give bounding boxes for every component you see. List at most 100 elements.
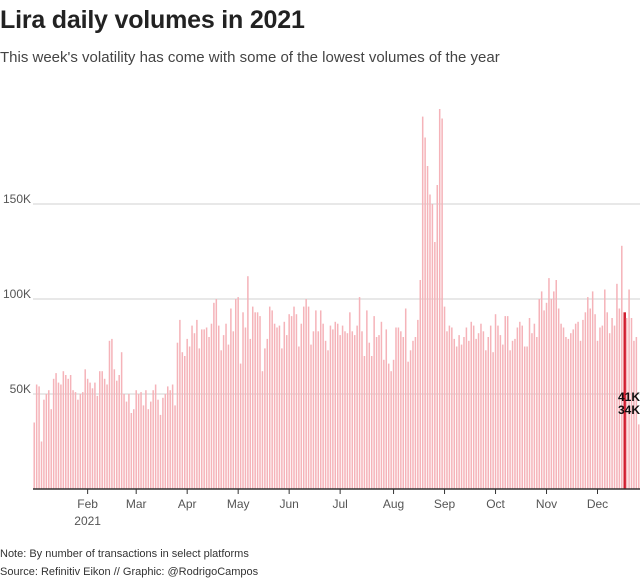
bar (487, 337, 490, 489)
bar (591, 291, 594, 489)
bar (514, 338, 516, 489)
bar (400, 331, 402, 489)
bar (511, 340, 514, 489)
bar (499, 335, 502, 489)
bar (188, 346, 191, 489)
bar (334, 321, 337, 489)
bar (137, 394, 140, 489)
bar (565, 337, 567, 489)
bar (368, 342, 371, 489)
bar (247, 276, 249, 489)
bar (33, 422, 35, 489)
chart-subtitle: This week's volatility has come with som… (0, 49, 500, 66)
bar (84, 369, 86, 489)
bar (145, 390, 147, 489)
bar (531, 333, 533, 489)
bar (370, 356, 373, 489)
bar (599, 327, 601, 489)
bar (443, 306, 446, 489)
bar (232, 331, 235, 489)
bar (448, 325, 451, 489)
bar (606, 312, 608, 489)
bar (327, 350, 329, 489)
bar (375, 337, 378, 489)
bar (35, 384, 38, 489)
bar (543, 310, 545, 489)
bar (302, 306, 305, 489)
bar (407, 361, 409, 489)
bar (162, 397, 164, 489)
bar (300, 323, 303, 489)
bar (298, 346, 300, 489)
bar (69, 375, 72, 489)
y-tick-label: 100K (3, 287, 31, 301)
x-axis-ticks: Feb 2021 Mar Apr May Jun Jul Aug Sep Oct Nov Dec (74, 489, 608, 528)
bar (363, 356, 366, 489)
bar (285, 335, 288, 489)
bar (133, 409, 135, 489)
bar (616, 283, 618, 489)
bar (548, 278, 550, 489)
bar (630, 318, 633, 489)
bar (380, 321, 383, 489)
bar (198, 348, 201, 489)
bar (497, 325, 499, 489)
bar (89, 382, 91, 489)
bar (492, 352, 494, 489)
bar (361, 331, 363, 489)
bar (395, 327, 397, 489)
bar (344, 331, 346, 489)
bar (222, 335, 225, 489)
bar (502, 344, 504, 489)
bar (560, 323, 562, 489)
bar (329, 325, 332, 489)
bar (584, 312, 587, 489)
x-tick-label: Oct (486, 497, 505, 511)
bar (577, 321, 579, 489)
bar (635, 337, 638, 489)
bar (319, 310, 322, 489)
bar (392, 359, 395, 489)
bar (523, 346, 526, 489)
bar (638, 424, 640, 489)
bar (526, 346, 528, 489)
bar (217, 325, 220, 489)
bar (582, 319, 584, 489)
bar (426, 166, 429, 489)
x-tick-label: Apr (178, 497, 197, 511)
bar (57, 382, 60, 489)
bar (203, 329, 205, 489)
y-tick-label: 50K (10, 382, 31, 396)
bar (414, 337, 417, 489)
bar (424, 137, 426, 489)
bar (336, 323, 339, 489)
bar (290, 316, 293, 489)
bar (346, 333, 349, 489)
bar (383, 359, 385, 489)
bar (397, 327, 400, 489)
bar (494, 314, 497, 489)
bar (264, 348, 266, 489)
bar (186, 338, 188, 489)
bar (417, 319, 419, 489)
bar (293, 306, 295, 489)
footnote: Note: By number of transactions in selec… (0, 548, 249, 560)
x-tick-label: Feb (77, 497, 98, 511)
bar (205, 327, 208, 489)
x-tick-label: Sep (434, 497, 456, 511)
bar (555, 280, 557, 489)
bar (167, 386, 169, 489)
bar (596, 340, 599, 489)
bar (470, 321, 473, 489)
bar (273, 323, 276, 489)
bar (171, 384, 174, 489)
bar (572, 329, 574, 489)
bar (130, 413, 133, 489)
bar (94, 382, 96, 489)
bar (40, 441, 43, 489)
bar (268, 306, 271, 489)
bar (436, 185, 439, 489)
bar (349, 312, 351, 489)
bar (237, 297, 239, 489)
bar (353, 335, 356, 489)
